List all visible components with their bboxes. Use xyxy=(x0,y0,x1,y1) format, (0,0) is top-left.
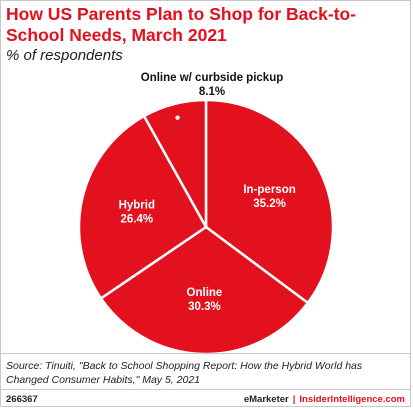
brand-insiderintelligence: InsiderIntelligence.com xyxy=(299,394,405,405)
brand-separator: | xyxy=(292,394,296,405)
brand-emarketer: eMarketer xyxy=(243,394,289,405)
footer-divider xyxy=(0,389,411,390)
leader-dot-online-w-curbside-pickup xyxy=(175,115,180,120)
source-note: Source: Tinuiti, "Back to School Shoppin… xyxy=(6,360,363,386)
value-in-person: 35.2% xyxy=(253,198,286,210)
footer-brand: eMarketer | InsiderIntelligence.com xyxy=(244,394,405,405)
value-online: 30.3% xyxy=(188,301,221,313)
slice-in-person xyxy=(204,98,335,305)
label-hybrid: Hybrid xyxy=(119,200,155,212)
chart-title: How US Parents Plan to Shop for Back-to-… xyxy=(6,4,357,45)
source-divider xyxy=(0,353,411,354)
value-hybrid: 26.4% xyxy=(120,214,153,226)
slice-online-w-curbside-pickup xyxy=(142,98,208,229)
value-online-w-curbside-pickup: 8.1% xyxy=(199,86,225,98)
chart-subtitle: % of respondents xyxy=(6,47,123,64)
slice-hybrid xyxy=(77,114,208,300)
label-in-person: In-person xyxy=(243,184,295,196)
chart-id: 266367 xyxy=(6,394,38,405)
label-online-w-curbside-pickup: Online w/ curbside pickup xyxy=(141,72,284,84)
label-online: Online xyxy=(187,287,223,299)
